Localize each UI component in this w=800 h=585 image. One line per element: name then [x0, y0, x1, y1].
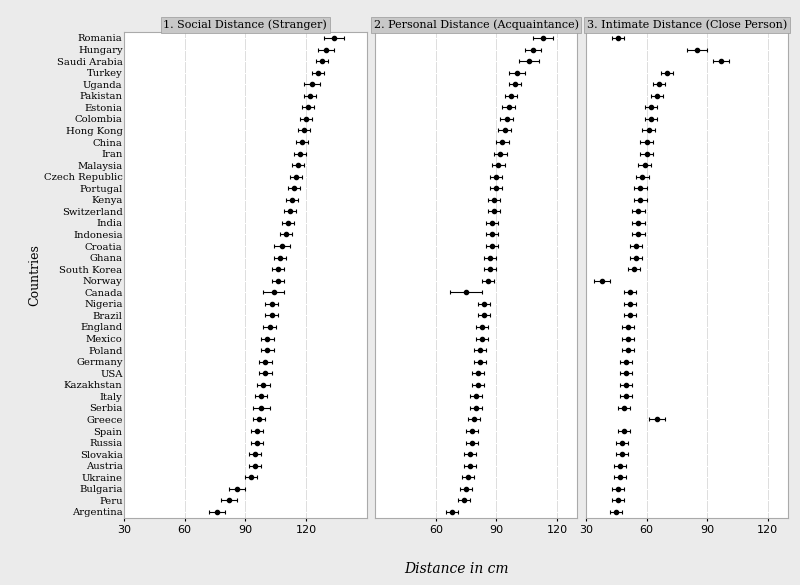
Title: 1. Social Distance (Stranger): 1. Social Distance (Stranger) [163, 19, 327, 30]
Y-axis label: Countries: Countries [28, 244, 41, 306]
Text: Distance in cm: Distance in cm [404, 562, 508, 576]
Title: 3. Intimate Distance (Close Person): 3. Intimate Distance (Close Person) [587, 20, 787, 30]
Title: 2. Personal Distance (Acquaintance): 2. Personal Distance (Acquaintance) [374, 19, 578, 30]
